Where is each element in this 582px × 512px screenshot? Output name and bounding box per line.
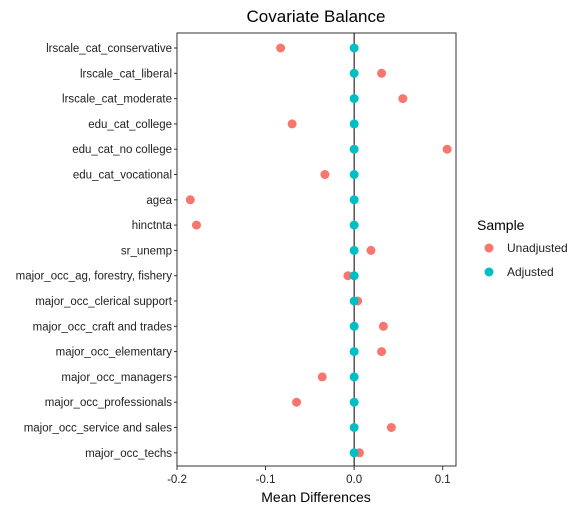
point-adjusted: [349, 94, 359, 104]
x-tick-label: -0.2: [167, 474, 187, 486]
y-tick-label: lrscale_cat_conservative: [46, 43, 172, 55]
point-unadjusted: [377, 347, 387, 357]
point-unadjusted: [287, 119, 297, 129]
y-tick-label: edu_cat_no college: [72, 144, 172, 156]
x-axis-labels: -0.2 -0.1 0.0 0.1: [167, 474, 451, 486]
point-unadjusted: [366, 245, 376, 255]
y-tick-label: major_occ_ag, forestry, fishery: [16, 271, 173, 283]
x-tick-label: -0.1: [256, 474, 276, 486]
x-axis-ticks: [176, 466, 444, 470]
plot-panel: [176, 32, 457, 467]
data-points: [185, 43, 452, 458]
y-tick-label: lrscale_cat_liberal: [80, 68, 172, 80]
point-adjusted: [349, 321, 359, 331]
y-tick-label: major_occ_clerical support: [35, 296, 173, 308]
legend-label-adjusted: Adjusted: [507, 265, 554, 279]
legend-key-adjusted: [484, 267, 494, 277]
y-tick-label: edu_cat_vocational: [73, 170, 172, 182]
y-axis-labels: lrscale_cat_conservative lrscale_cat_libe…: [16, 43, 173, 460]
x-tick-label: 0.0: [346, 474, 362, 486]
point-adjusted: [349, 220, 359, 230]
point-adjusted: [349, 296, 359, 306]
legend-label-unadjusted: Unadjusted: [507, 241, 568, 255]
point-unadjusted: [378, 321, 388, 331]
y-tick-label: major_occ_service and sales: [24, 423, 173, 435]
point-adjusted: [349, 245, 359, 255]
point-adjusted: [349, 68, 359, 78]
legend: Sample Unadjusted Adjusted: [477, 217, 568, 279]
point-adjusted: [349, 144, 359, 154]
point-adjusted: [349, 271, 359, 281]
x-tick-label: 0.1: [435, 474, 451, 486]
point-unadjusted: [191, 220, 201, 230]
point-adjusted: [349, 43, 359, 53]
y-tick-label: major_occ_managers: [61, 372, 172, 384]
point-unadjusted: [317, 372, 327, 382]
chart-title: Covariate Balance: [247, 7, 386, 26]
y-axis-ticks: [174, 47, 177, 454]
legend-title: Sample: [477, 217, 525, 233]
point-unadjusted: [292, 397, 302, 407]
point-adjusted: [349, 119, 359, 129]
y-tick-label: hinctnta: [132, 220, 173, 232]
y-tick-label: major_occ_craft and trades: [33, 321, 173, 333]
y-tick-label: major_occ_elementary: [56, 347, 173, 359]
point-adjusted: [349, 448, 359, 458]
x-axis-title: Mean Differences: [261, 489, 370, 505]
point-adjusted: [349, 195, 359, 205]
point-adjusted: [349, 170, 359, 179]
y-tick-label: agea: [146, 195, 172, 207]
point-unadjusted: [398, 94, 408, 104]
point-adjusted: [349, 397, 359, 407]
point-unadjusted: [276, 43, 286, 53]
point-unadjusted: [386, 423, 396, 432]
point-adjusted: [349, 423, 359, 432]
point-unadjusted: [377, 68, 387, 78]
point-adjusted: [349, 372, 359, 382]
y-tick-label: major_occ_techs: [85, 448, 172, 460]
y-tick-label: sr_unemp: [121, 245, 172, 257]
point-unadjusted: [320, 170, 330, 179]
point-unadjusted: [442, 144, 452, 154]
y-tick-label: lrscale_cat_moderate: [62, 94, 172, 106]
point-adjusted: [349, 347, 359, 357]
point-unadjusted: [185, 195, 195, 205]
point-unadjusted: [343, 271, 353, 281]
y-tick-label: major_occ_professionals: [45, 397, 172, 409]
y-tick-label: edu_cat_college: [88, 119, 172, 131]
legend-key-unadjusted: [484, 243, 494, 253]
